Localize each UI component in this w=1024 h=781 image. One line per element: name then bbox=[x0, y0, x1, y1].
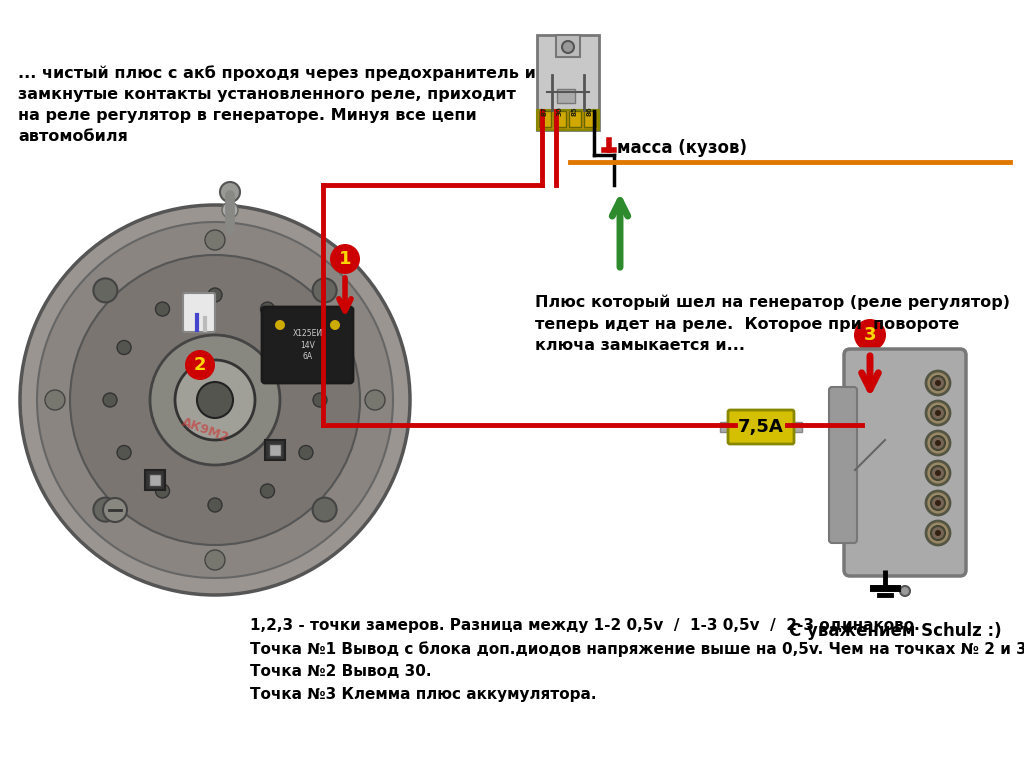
FancyBboxPatch shape bbox=[183, 293, 215, 332]
Circle shape bbox=[854, 319, 886, 351]
Circle shape bbox=[93, 497, 118, 522]
FancyBboxPatch shape bbox=[844, 349, 966, 576]
Bar bbox=[150, 474, 161, 486]
Circle shape bbox=[926, 521, 950, 545]
Bar bbox=[569, 111, 581, 127]
Text: 1,2,3 - точки замеров. Разница между 1-2 0,5v  /  1-3 0,5v  /  2-3 одинаково.: 1,2,3 - точки замеров. Разница между 1-2… bbox=[250, 618, 920, 633]
Circle shape bbox=[156, 302, 170, 316]
Circle shape bbox=[926, 371, 950, 395]
Circle shape bbox=[150, 335, 280, 465]
Circle shape bbox=[365, 390, 385, 410]
Circle shape bbox=[900, 586, 910, 596]
FancyBboxPatch shape bbox=[262, 307, 353, 383]
Text: Точка №3 Клемма плюс аккумулятора.: Точка №3 Клемма плюс аккумулятора. bbox=[250, 687, 597, 702]
Circle shape bbox=[93, 278, 118, 302]
Circle shape bbox=[175, 360, 255, 440]
Circle shape bbox=[312, 497, 337, 522]
Text: 1: 1 bbox=[339, 250, 351, 268]
Circle shape bbox=[156, 484, 170, 498]
Circle shape bbox=[330, 244, 360, 274]
Circle shape bbox=[197, 382, 233, 418]
Bar bbox=[537, 110, 599, 130]
FancyBboxPatch shape bbox=[537, 35, 599, 130]
Text: 3: 3 bbox=[864, 326, 877, 344]
Circle shape bbox=[260, 302, 274, 316]
Circle shape bbox=[935, 380, 941, 386]
Text: 86: 86 bbox=[587, 106, 593, 116]
Circle shape bbox=[313, 393, 327, 407]
Circle shape bbox=[205, 230, 225, 250]
Circle shape bbox=[935, 440, 941, 446]
Circle shape bbox=[103, 393, 117, 407]
Circle shape bbox=[926, 431, 950, 455]
Circle shape bbox=[299, 445, 313, 459]
Circle shape bbox=[926, 401, 950, 425]
Circle shape bbox=[208, 288, 222, 302]
Circle shape bbox=[208, 498, 222, 512]
Bar bbox=[145, 470, 165, 490]
Circle shape bbox=[222, 202, 238, 218]
Bar bbox=[265, 440, 285, 460]
Circle shape bbox=[935, 500, 941, 506]
Bar bbox=[557, 89, 575, 103]
Circle shape bbox=[931, 436, 945, 450]
Text: Точка №2 Вывод 30.: Точка №2 Вывод 30. bbox=[250, 664, 431, 679]
Text: 2: 2 bbox=[194, 356, 206, 374]
Circle shape bbox=[205, 550, 225, 570]
Bar bbox=[539, 111, 551, 127]
Circle shape bbox=[931, 526, 945, 540]
Circle shape bbox=[935, 410, 941, 416]
Circle shape bbox=[299, 341, 313, 355]
Text: 85: 85 bbox=[572, 106, 578, 116]
Bar bbox=[720, 422, 732, 432]
Text: 87: 87 bbox=[542, 106, 548, 116]
Text: Х125ЕИ
14V
6A: Х125ЕИ 14V 6A bbox=[293, 330, 323, 361]
Circle shape bbox=[562, 41, 574, 53]
Circle shape bbox=[931, 466, 945, 480]
Circle shape bbox=[312, 278, 337, 302]
Text: Точка №1 Вывод с блока доп.диодов напряжение выше на 0,5v. Чем на точках № 2 и 3: Точка №1 Вывод с блока доп.диодов напряж… bbox=[250, 641, 1024, 657]
Circle shape bbox=[70, 255, 360, 545]
Circle shape bbox=[931, 496, 945, 510]
Circle shape bbox=[926, 491, 950, 515]
Circle shape bbox=[20, 205, 410, 595]
Circle shape bbox=[117, 445, 131, 459]
Circle shape bbox=[935, 470, 941, 476]
Bar bbox=[584, 111, 596, 127]
Circle shape bbox=[103, 498, 127, 522]
Circle shape bbox=[330, 320, 340, 330]
Circle shape bbox=[931, 376, 945, 390]
Text: С уважением Schulz :): С уважением Schulz :) bbox=[788, 622, 1001, 640]
Text: 7,5А: 7,5А bbox=[738, 418, 784, 436]
Text: масса (кузов): масса (кузов) bbox=[617, 139, 746, 157]
Circle shape bbox=[275, 320, 285, 330]
Circle shape bbox=[260, 484, 274, 498]
FancyBboxPatch shape bbox=[556, 35, 580, 57]
FancyBboxPatch shape bbox=[728, 410, 794, 444]
Circle shape bbox=[926, 461, 950, 485]
Circle shape bbox=[37, 222, 393, 578]
Circle shape bbox=[931, 406, 945, 420]
Circle shape bbox=[185, 350, 215, 380]
Bar bbox=[554, 111, 566, 127]
Text: 30: 30 bbox=[557, 106, 563, 116]
Circle shape bbox=[45, 390, 65, 410]
Text: АК9М2: АК9М2 bbox=[179, 415, 230, 444]
Text: ... чистый плюс с акб проходя через предохранитель и
замкнутые контакты установл: ... чистый плюс с акб проходя через пред… bbox=[18, 65, 536, 144]
Text: Плюс который шел на генератор (реле регулятор)
теперь идет на реле.  Которое при: Плюс который шел на генератор (реле регу… bbox=[535, 295, 1010, 352]
Circle shape bbox=[117, 341, 131, 355]
Circle shape bbox=[935, 530, 941, 536]
Bar bbox=[269, 444, 281, 456]
Circle shape bbox=[220, 182, 240, 202]
FancyBboxPatch shape bbox=[829, 387, 857, 543]
Bar bbox=[790, 422, 802, 432]
